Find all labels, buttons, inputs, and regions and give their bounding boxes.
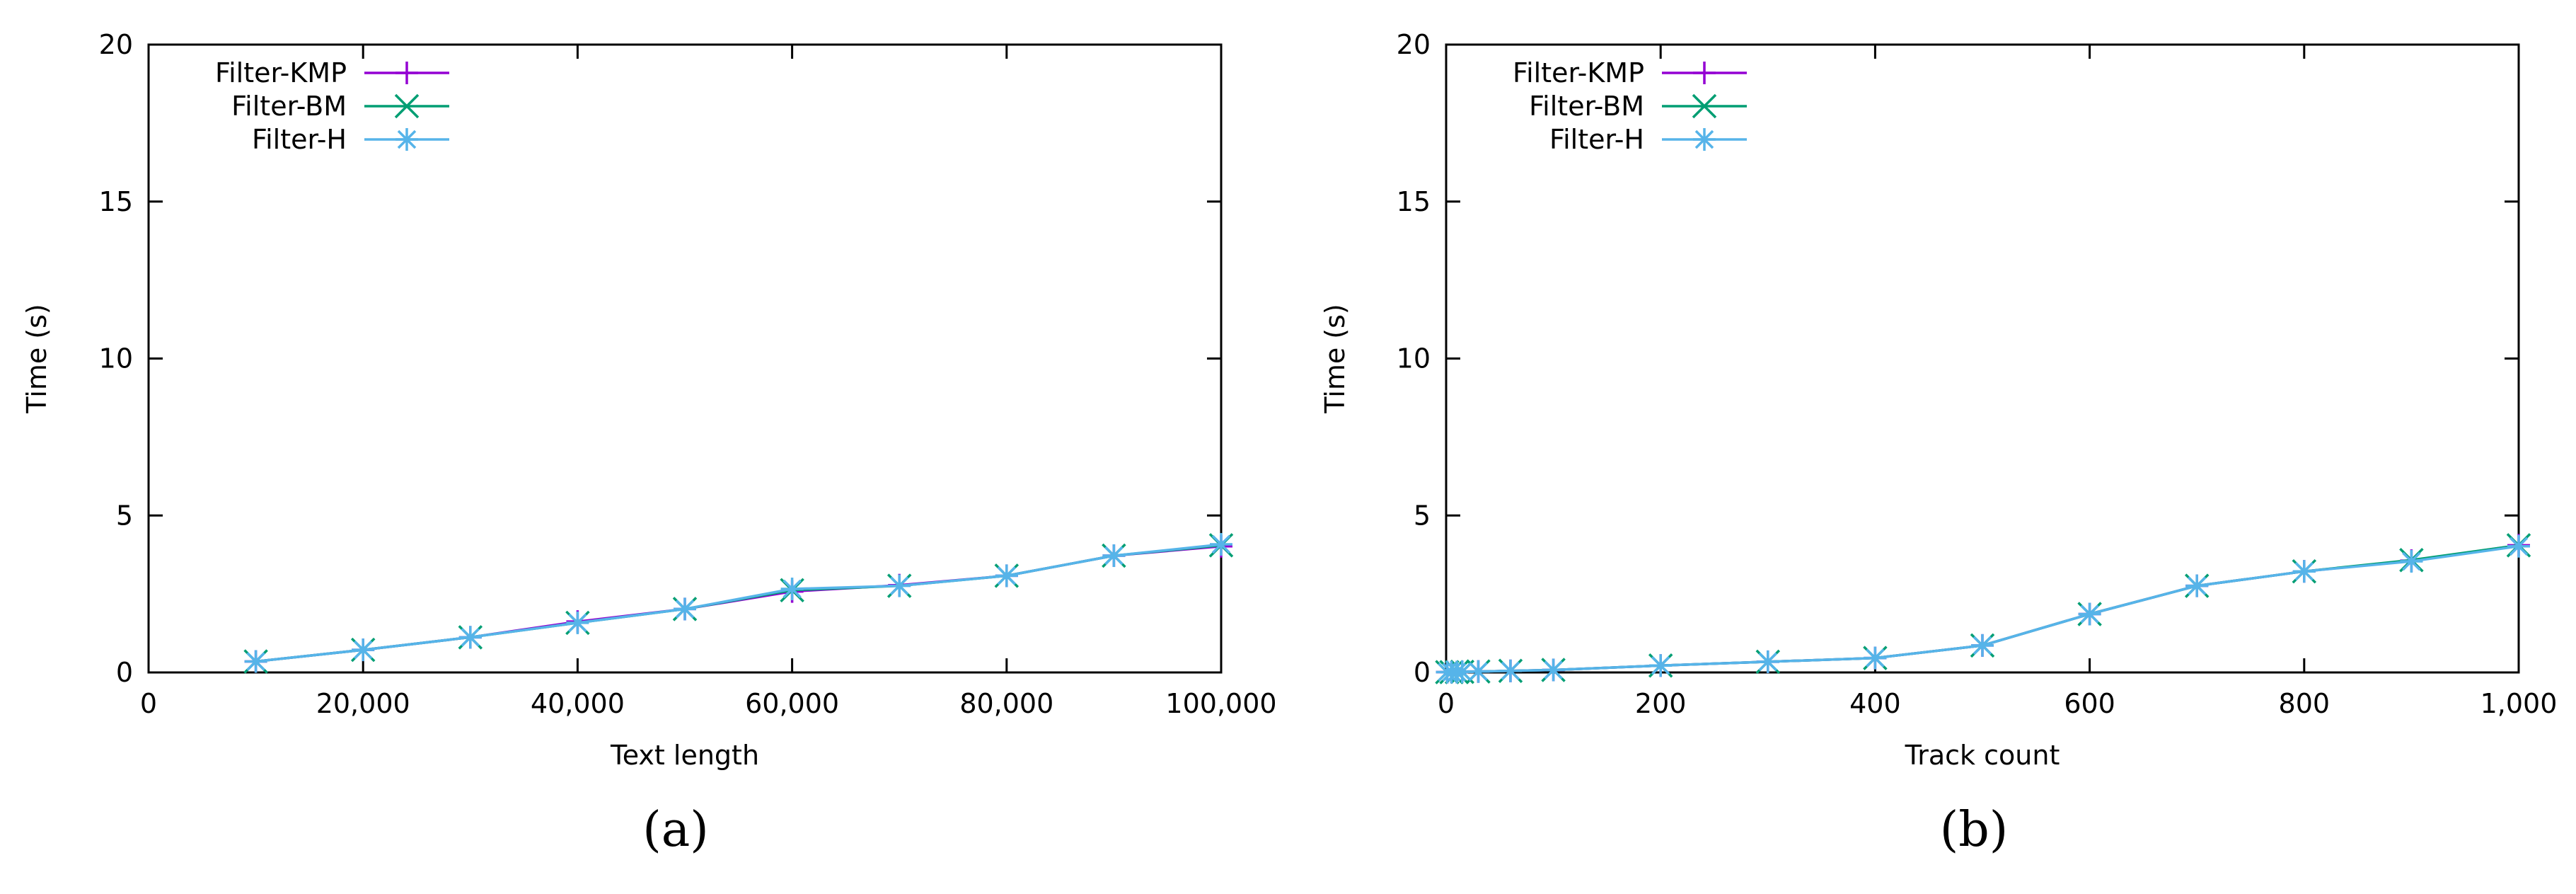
data-point-filter-h — [458, 626, 482, 649]
x-tick-label: 800 — [2279, 688, 2330, 719]
legend-marker — [394, 93, 420, 119]
data-point-filter-h — [2400, 550, 2423, 573]
panel-label: (a) — [642, 802, 709, 858]
x-tick-label: 100,000 — [1165, 688, 1276, 719]
legend-entry-filter-h: Filter-H — [252, 124, 449, 155]
x-axis-title: Track count — [1905, 740, 2060, 771]
legend-entry-filter-kmp: Filter-KMP — [1513, 57, 1747, 88]
legend-label: Filter-H — [252, 124, 347, 155]
legend-label: Filter-BM — [1529, 91, 1644, 122]
data-point-filter-h — [352, 638, 375, 662]
legend-entry-filter-bm: Filter-BM — [231, 91, 449, 122]
legend-entry-filter-bm: Filter-BM — [1529, 91, 1747, 122]
y-tick-label: 5 — [1414, 500, 1431, 531]
data-point-filter-h — [2292, 560, 2316, 583]
x-tick-label: 80,000 — [959, 688, 1053, 719]
legend-marker — [395, 128, 418, 151]
data-point-filter-h — [1971, 634, 1994, 657]
x-axis-title: Text length — [610, 740, 759, 771]
x-tick-label: 0 — [1438, 688, 1455, 719]
y-tick-label: 15 — [1397, 186, 1431, 217]
x-tick-label: 40,000 — [531, 688, 625, 719]
data-point-filter-h — [1864, 646, 1887, 670]
y-axis-title: Time (s) — [1319, 304, 1351, 414]
legend-label: Filter-H — [1549, 124, 1644, 155]
legend-marker — [1693, 62, 1716, 84]
series-line-filter-h — [255, 543, 1222, 663]
x-tick-label: 0 — [140, 688, 157, 719]
legend-entry-filter-kmp: Filter-KMP — [215, 57, 449, 88]
data-point-filter-h — [780, 578, 804, 601]
x-tick-label: 600 — [2064, 688, 2115, 719]
x-tick-label: 400 — [1849, 688, 1901, 719]
y-tick-label: 20 — [1397, 29, 1431, 60]
panel-a: 0 5 10 15 20 0 20,000 40,000 60,000 80,000 100,000… — [21, 29, 1277, 858]
y-tick-label: 10 — [99, 343, 133, 374]
data-point-filter-h — [2185, 574, 2209, 597]
x-tick-label: 200 — [1635, 688, 1687, 719]
y-tick-label: 5 — [116, 500, 133, 531]
data-point-filter-h — [2078, 602, 2101, 626]
legend-marker — [395, 62, 418, 84]
x-tick-label: 60,000 — [745, 688, 839, 719]
data-point-filter-h — [1542, 658, 1565, 682]
data-point-filter-h — [995, 564, 1018, 588]
legend-label: Filter-KMP — [1513, 57, 1644, 88]
y-tick-label: 10 — [1397, 343, 1431, 374]
legend-label: Filter-BM — [231, 91, 347, 122]
data-point-filter-h — [2507, 534, 2530, 558]
data-point-filter-h — [1102, 544, 1126, 568]
legend-marker — [1693, 128, 1716, 151]
x-tick-label: 1,000 — [2480, 688, 2558, 719]
y-tick-label: 15 — [99, 186, 133, 217]
data-point-filter-h — [1756, 650, 1779, 673]
y-tick-label: 20 — [99, 29, 133, 60]
legend-marker — [1692, 93, 1717, 119]
data-point-filter-h — [1210, 533, 1232, 556]
legend-entry-filter-h: Filter-H — [1549, 124, 1747, 155]
y-axis-title: Time (s) — [21, 304, 52, 414]
data-point-filter-h — [674, 597, 696, 621]
data-point-filter-h — [1649, 654, 1673, 677]
x-tick-label: 20,000 — [316, 688, 410, 719]
data-point-filter-h — [244, 650, 267, 673]
y-tick-label: 0 — [116, 657, 133, 688]
data-point-filter-h — [888, 574, 911, 597]
panel-label: (b) — [1940, 802, 2009, 858]
data-point-filter-h — [566, 611, 589, 634]
legend-label: Filter-KMP — [215, 57, 347, 88]
data-point-filter-h — [1498, 659, 1522, 682]
data-point-filter-h — [1467, 660, 1490, 683]
y-tick-label: 0 — [1414, 657, 1431, 688]
